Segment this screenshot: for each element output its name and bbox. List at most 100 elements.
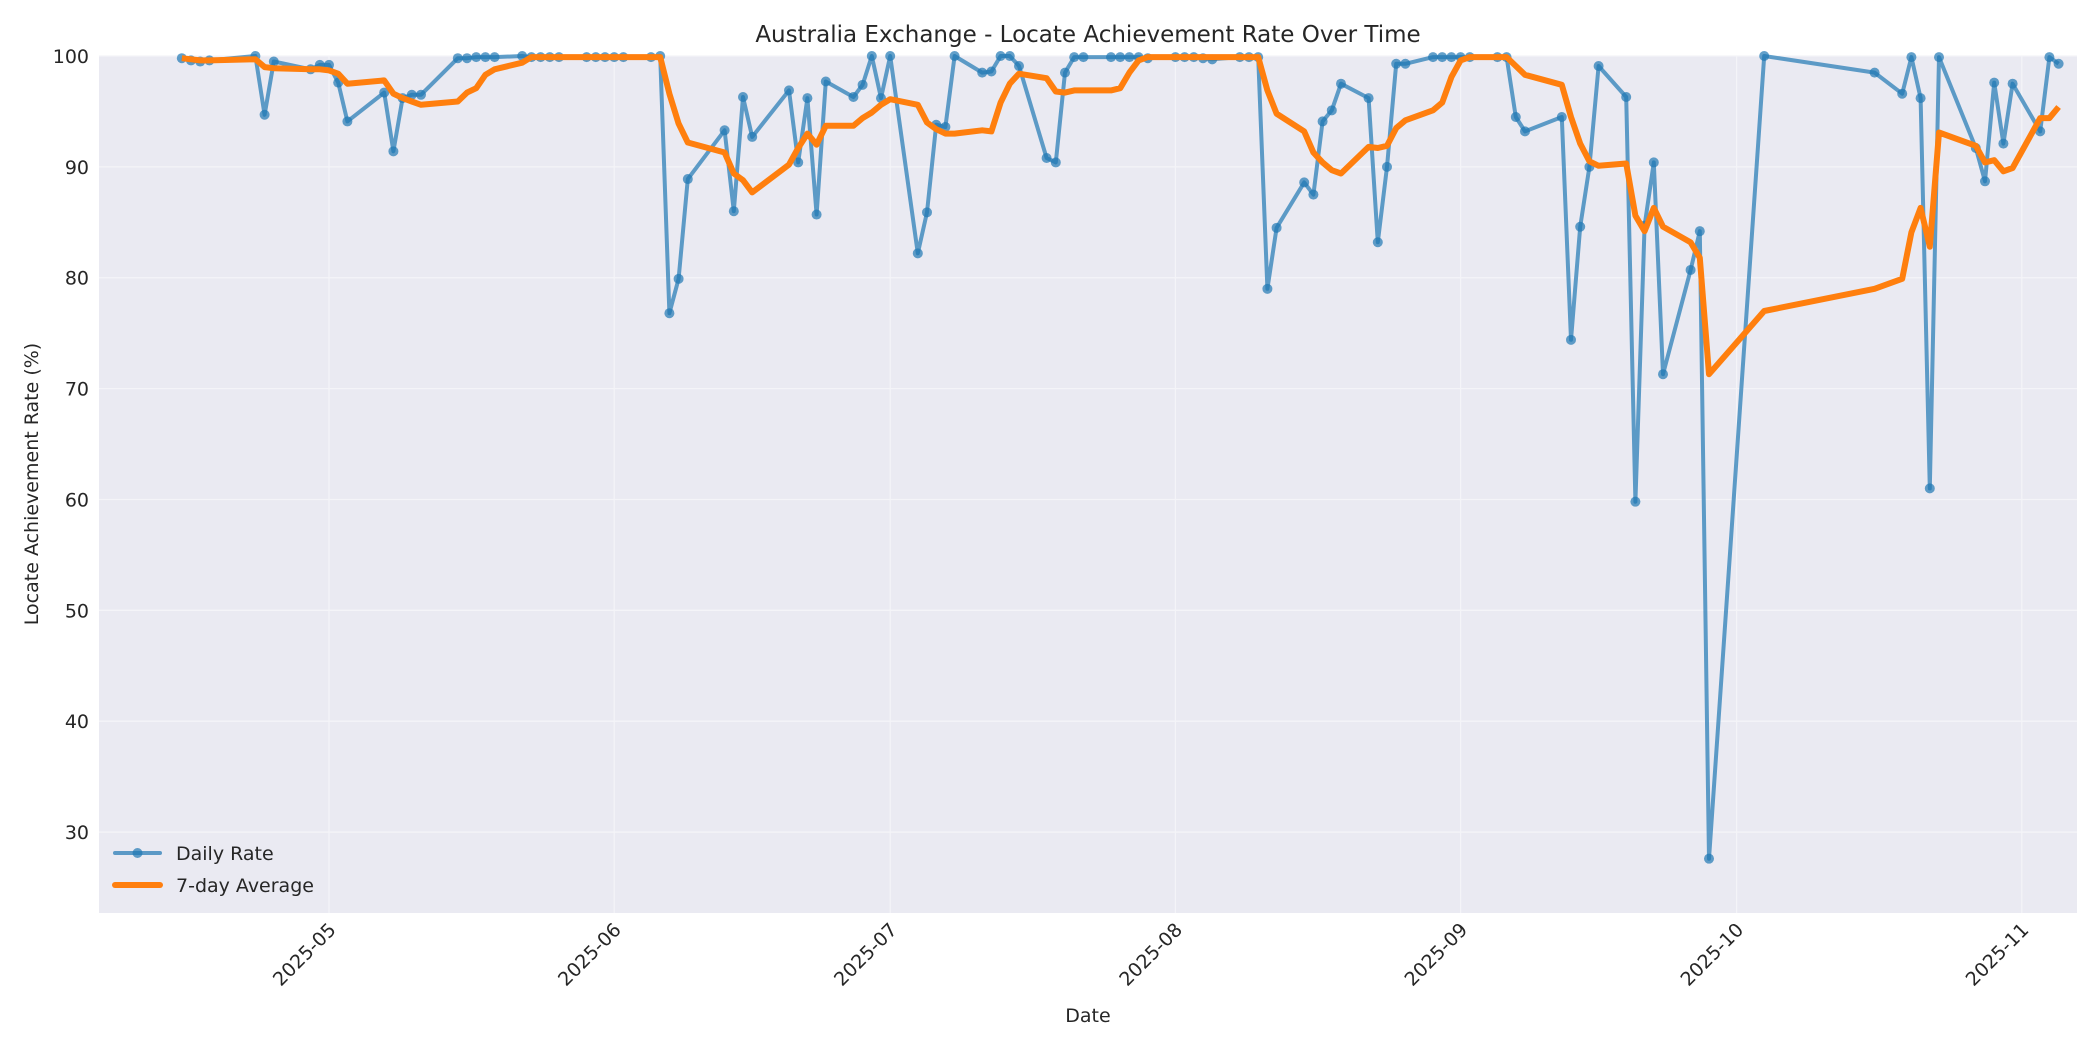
data-point-marker [784, 85, 794, 96]
data-point-marker [738, 92, 748, 103]
data-point-marker [379, 87, 390, 98]
data-point-marker [1041, 152, 1052, 163]
data-point-marker [1759, 51, 1770, 61]
data-point-marker [728, 206, 739, 217]
data-point-marker [949, 51, 960, 61]
data-point-marker [1575, 221, 1586, 232]
legend-label-7-day-average: 7-day Average [176, 875, 314, 897]
data-point-marker [452, 53, 463, 64]
data-point-marker [1915, 93, 1926, 104]
data-point-marker [1897, 88, 1908, 99]
data-point-marker [1308, 189, 1319, 200]
data-point-marker [1980, 176, 1990, 187]
data-point-marker [1004, 51, 1015, 61]
data-point-marker [866, 51, 877, 61]
data-point-marker [480, 52, 491, 63]
data-point-marker [1060, 67, 1070, 78]
data-point-marker [1685, 264, 1696, 275]
y-tick-label: 40 [65, 711, 89, 733]
data-point-marker [802, 93, 813, 104]
data-point-marker [1271, 222, 1282, 233]
data-point-marker [664, 308, 675, 319]
data-point-marker [1050, 157, 1061, 168]
y-tick-label: 50 [65, 600, 89, 622]
data-point-marker [912, 248, 923, 259]
data-point-marker [885, 51, 896, 61]
data-point-marker [342, 116, 353, 127]
data-point-marker [1704, 853, 1714, 864]
data-point-marker [1382, 161, 1392, 172]
data-point-marker [1078, 52, 1089, 63]
data-point-marker [1391, 58, 1402, 69]
data-point-marker [489, 52, 500, 63]
y-tick-label: 60 [65, 489, 89, 511]
data-point-marker [471, 52, 482, 63]
series-7-day-average [181, 54, 2061, 378]
data-point-marker [1014, 60, 1024, 71]
data-point-marker [995, 51, 1006, 61]
legend-item-daily-rate: Daily Rate [113, 843, 274, 865]
data-point-marker [2007, 78, 2018, 89]
data-point-marker [1446, 52, 1457, 63]
data-point-marker [857, 79, 868, 90]
y-axis-ticks: 30 40 50 60 70 80 90 100 [53, 46, 89, 844]
data-point-marker [1428, 52, 1438, 63]
data-point-marker [1363, 93, 1374, 104]
y-axis-label: Locate Achievement Rate (%) [21, 343, 43, 625]
data-point-marker [1520, 126, 1530, 137]
data-point-marker [1262, 283, 1273, 294]
data-point-marker [1906, 52, 1917, 63]
data-point-marker [1317, 116, 1328, 127]
data-point-marker [1299, 177, 1310, 188]
data-point-marker [820, 76, 831, 87]
y-tick-label: 70 [65, 379, 89, 401]
chart-title: Australia Exchange - Locate Achievement … [755, 22, 1420, 48]
data-point-marker [1621, 92, 1632, 103]
legend-item-7-day-average: 7-day Average [112, 875, 314, 897]
seven-day-average-line [181, 54, 2061, 378]
data-series [176, 51, 2064, 864]
data-point-marker [1124, 52, 1135, 63]
data-point-marker [1658, 369, 1668, 380]
data-point-marker [793, 157, 804, 168]
top-margin [0, 0, 2100, 50]
data-point-marker [922, 207, 932, 218]
data-point-marker [1069, 52, 1080, 63]
data-point-marker [1115, 52, 1126, 63]
y-tick-label: 90 [65, 157, 89, 179]
data-point-marker [977, 67, 988, 78]
y-tick-label: 30 [65, 822, 89, 844]
data-point-marker [1566, 334, 1576, 345]
data-point-marker [1372, 237, 1383, 248]
data-point-marker [1336, 78, 1346, 89]
data-point-marker [986, 66, 997, 77]
data-point-marker [268, 56, 279, 67]
data-point-marker [462, 53, 472, 64]
data-point-marker [1869, 67, 1880, 78]
data-point-marker [1998, 138, 2009, 149]
daily-rate-marker-icon [132, 848, 143, 858]
data-point-marker [1694, 226, 1705, 237]
legend-label-daily-rate: Daily Rate [176, 843, 274, 865]
y-tick-label: 80 [65, 268, 89, 290]
data-point-marker [1556, 111, 1567, 122]
data-point-marker [2044, 52, 2055, 63]
data-point-marker [1648, 157, 1659, 168]
data-point-marker [848, 92, 859, 103]
data-point-marker [1989, 77, 2000, 88]
data-point-marker [1934, 52, 1944, 63]
data-point-marker [1924, 483, 1935, 494]
plot-area [99, 56, 2077, 913]
legend: Daily Rate 7-day Average [112, 843, 314, 897]
data-point-marker [719, 125, 730, 136]
data-point-marker [811, 209, 822, 220]
data-point-marker [1630, 496, 1641, 507]
data-point-marker [1593, 60, 1604, 71]
data-point-marker [1326, 105, 1337, 116]
data-point-marker [1437, 52, 1448, 63]
data-point-marker [682, 174, 693, 185]
data-point-marker [747, 131, 758, 142]
data-point-marker [388, 146, 399, 157]
data-point-marker [406, 89, 417, 100]
